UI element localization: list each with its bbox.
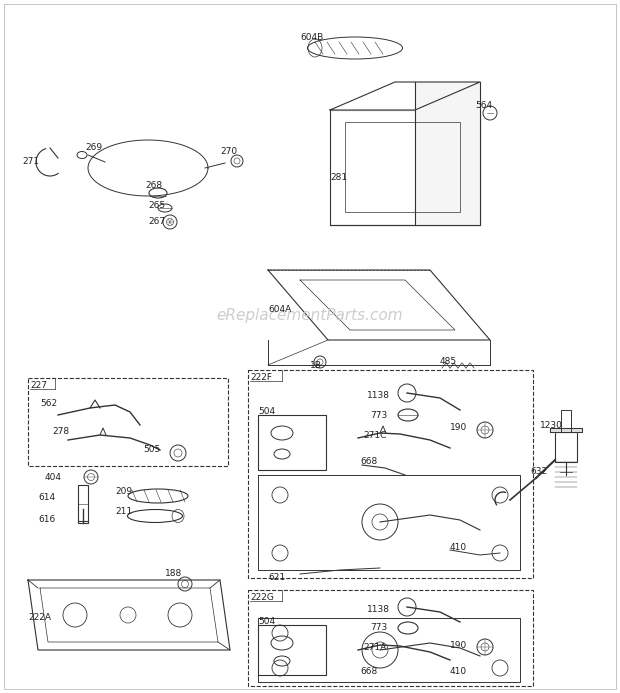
Bar [258, 625, 326, 675]
Text: 227: 227 [30, 380, 47, 389]
Bar [248, 590, 533, 686]
Text: 267: 267 [148, 218, 165, 227]
Bar [345, 122, 460, 212]
Text: 604A: 604A [268, 306, 291, 315]
Text: 504: 504 [258, 617, 275, 626]
Text: 1138: 1138 [367, 606, 390, 615]
Text: 1B: 1B [310, 360, 322, 369]
Text: 621: 621 [268, 574, 285, 583]
Text: 614: 614 [38, 493, 55, 502]
Text: 222G: 222G [250, 593, 274, 602]
Text: 269: 269 [85, 143, 102, 152]
Text: 504: 504 [258, 407, 275, 416]
Text: 616: 616 [38, 516, 55, 525]
Text: 1138: 1138 [367, 392, 390, 401]
Bar [28, 378, 228, 466]
Text: 190: 190 [450, 640, 467, 649]
Text: 668: 668 [360, 457, 377, 466]
Bar [561, 410, 571, 432]
Text: eReplacementParts.com: eReplacementParts.com [216, 308, 404, 323]
Text: 271A: 271A [363, 642, 386, 651]
Text: 1230: 1230 [540, 421, 563, 430]
Polygon shape [550, 428, 582, 432]
Text: 222A: 222A [28, 613, 51, 622]
Bar [78, 485, 88, 523]
Polygon shape [330, 82, 480, 110]
Text: 773: 773 [370, 410, 388, 419]
Text: 188: 188 [165, 570, 182, 579]
Text: 410: 410 [450, 543, 467, 552]
Bar [258, 415, 326, 470]
Text: 604B: 604B [300, 33, 323, 42]
Text: 271C: 271C [363, 430, 386, 439]
Text: 773: 773 [370, 624, 388, 633]
Text: 190: 190 [450, 423, 467, 432]
Text: 222F: 222F [250, 373, 272, 382]
Text: 211: 211 [115, 507, 132, 516]
Text: 564: 564 [475, 100, 492, 109]
Text: 404: 404 [45, 473, 62, 482]
Text: 485: 485 [440, 358, 457, 367]
Text: 668: 668 [360, 667, 377, 676]
Text: 505: 505 [143, 446, 160, 455]
Text: 209: 209 [115, 487, 132, 496]
Bar [555, 432, 577, 462]
Text: 271: 271 [22, 157, 39, 166]
Text: 281: 281 [330, 173, 347, 182]
Text: 562: 562 [40, 398, 57, 407]
Bar [330, 110, 480, 225]
Text: 632: 632 [530, 468, 547, 477]
Bar [248, 370, 533, 578]
Text: 265: 265 [148, 200, 165, 209]
Text: 270: 270 [220, 146, 237, 155]
Polygon shape [415, 82, 480, 225]
Polygon shape [268, 270, 490, 340]
Text: 410: 410 [450, 667, 467, 676]
Text: 278: 278 [52, 428, 69, 437]
Text: 268: 268 [145, 182, 162, 191]
